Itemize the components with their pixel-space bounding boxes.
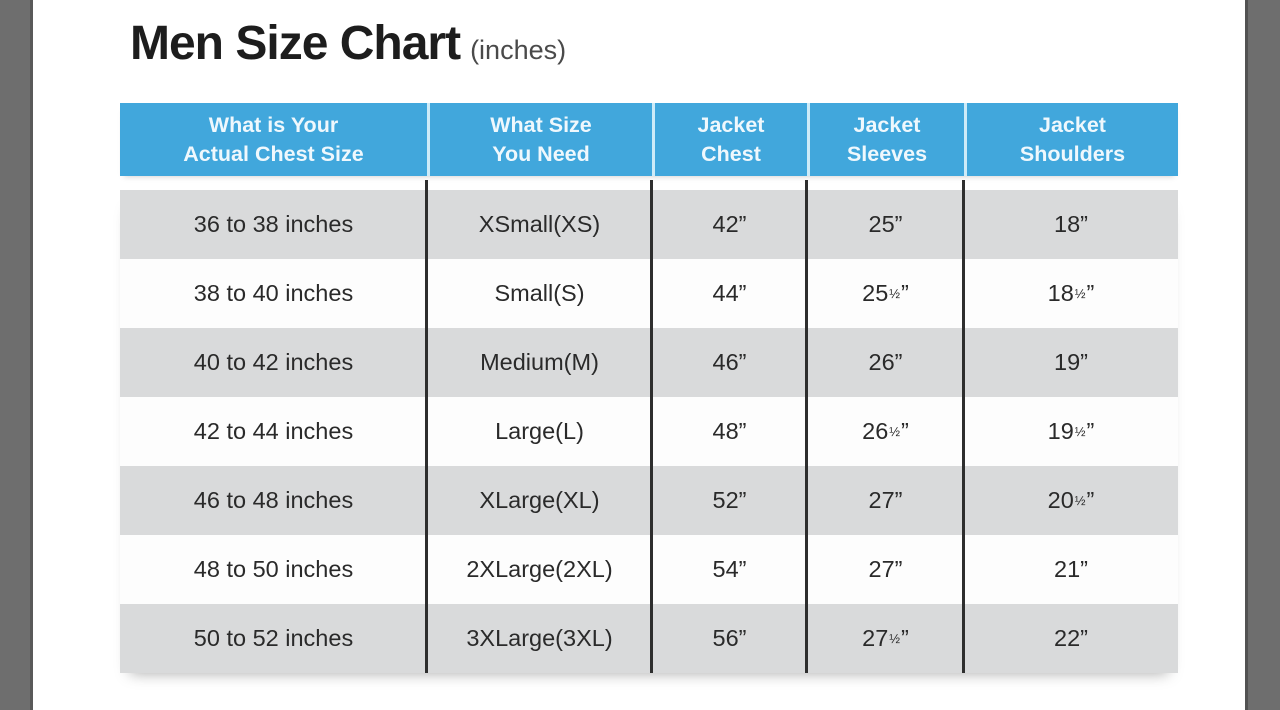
column-rule [425,180,428,673]
table-cell: 48” [712,418,747,444]
table-cell: XLarge(XL) [479,487,600,513]
table-cell: 26” [868,349,903,375]
table-cell: 54” [712,556,747,582]
table-row: 42 to 44 inches Large(L) 48” 26 ½” 19 ½” [120,397,1178,466]
table-cell: 44” [712,280,747,306]
table-row: 48 to 50 inches 2XLarge(2XL) 54” 27” 21” [120,535,1178,604]
table-cell: 52” [712,487,747,513]
table-cell: 18 ½” [1047,280,1095,306]
table-cell: 56” [712,625,747,651]
header-cell-jacket-sleeves: Jacket Sleeves [807,103,964,176]
table-cell: 27” [868,556,903,582]
column-rule [962,180,965,673]
table-cell: 40 to 42 inches [193,349,354,375]
table-cell: 20 ½” [1047,487,1095,513]
table-cell: 42 to 44 inches [193,418,354,444]
table-row: 40 to 42 inches Medium(M) 46” 26” 19” [120,328,1178,397]
page-title-units: (inches) [470,35,567,65]
column-rule [650,180,653,673]
table-cell: 19 ½” [1047,418,1095,444]
left-letterbox-strip [0,0,33,710]
table-cell: 48 to 50 inches [193,556,354,582]
table-cell: Large(L) [495,418,584,444]
table-cell: 46 to 48 inches [193,487,354,513]
page-title-text: Men Size Chart [130,17,461,70]
table-cell: Small(S) [494,280,585,306]
size-chart-table: What is Your Actual Chest Size What Size… [120,103,1178,673]
header-cell-jacket-chest: Jacket Chest [652,103,807,176]
header-cell-actual-chest-size: What is Your Actual Chest Size [183,112,364,166]
header-cell-size-you-need: What Size You Need [427,103,652,176]
table-row: 36 to 38 inches XSmall(XS) 42” 25” 18” [120,190,1178,259]
table-cell: 2XLarge(2XL) [466,556,613,582]
table-cell: 27” [868,487,903,513]
table-body: 36 to 38 inches XSmall(XS) 42” 25” 18” 3… [120,190,1178,673]
table-cell: 26 ½” [862,418,909,444]
table-cell: 46” [712,349,747,375]
table-cell: 21” [1054,556,1088,582]
table-cell: 27 ½” [862,625,909,651]
column-rule [805,180,808,673]
table-cell: 18” [1054,211,1088,237]
table-cell: 19” [1054,349,1088,375]
table-cell: XSmall(XS) [478,211,601,237]
table-cell: 50 to 52 inches [193,625,354,651]
table-cell: 22” [1054,625,1088,651]
right-letterbox-strip [1245,0,1280,710]
table-header-row: What is Your Actual Chest Size What Size… [120,103,1178,176]
table-cell: 3XLarge(3XL) [466,625,613,651]
table-cell: 25” [868,211,903,237]
header-cell-jacket-shoulders: Jacket Shoulders [964,103,1178,176]
table-row: 38 to 40 inches Small(S) 44” 25 ½” 18 ½” [120,259,1178,328]
table-cell: 38 to 40 inches [193,280,354,306]
table-row: 46 to 48 inches XLarge(XL) 52” 27” 20 ½” [120,466,1178,535]
table-row: 50 to 52 inches 3XLarge(3XL) 56” 27 ½” 22… [120,604,1178,673]
table-cell: 25 ½” [862,280,909,306]
table-cell: 36 to 38 inches [193,211,354,237]
table-cell: 42” [712,211,747,237]
table-cell: Medium(M) [480,349,599,375]
page-title: Men Size Chart (inches) [130,16,566,71]
